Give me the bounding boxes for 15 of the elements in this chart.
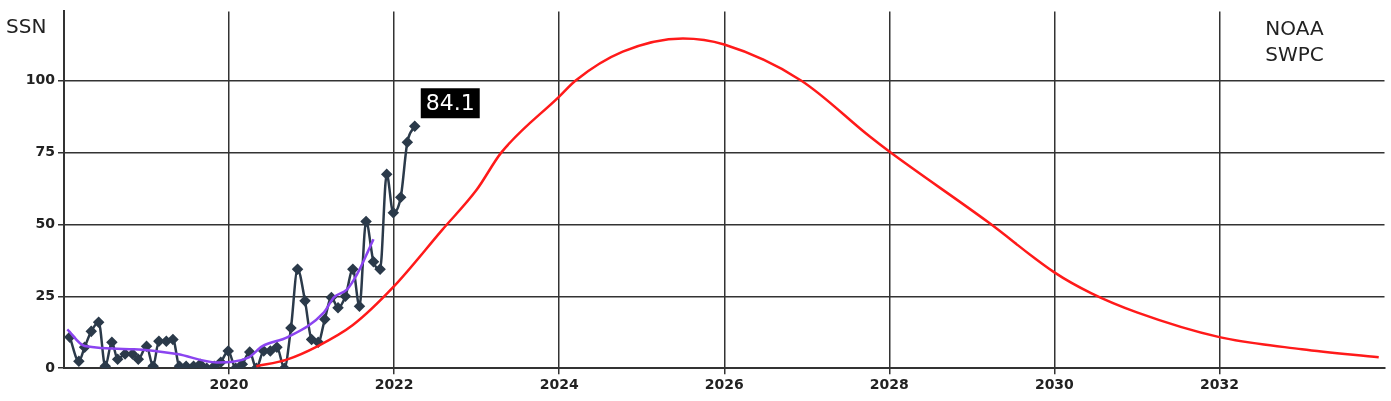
y-axis-title: SSN [6, 13, 47, 38]
x-tick-label: 2026 [704, 376, 744, 393]
y-tick-label: 0 [45, 358, 56, 375]
y-tick-label: 75 [35, 143, 55, 160]
y-tick-label: 100 [25, 71, 56, 88]
y-tick-label: 50 [35, 214, 56, 231]
x-tick-label: 2020 [209, 376, 249, 393]
x-tick-label: 2024 [539, 376, 579, 393]
x-tick-label: 2030 [1034, 376, 1075, 393]
x-tick-label: 2022 [374, 376, 414, 393]
annotation: NOAA SWPC [1265, 15, 1324, 66]
x-tick-label: 2032 [1199, 376, 1239, 393]
x-tick-label: 2028 [869, 376, 909, 393]
y-tick-label: 25 [35, 286, 55, 303]
data-label: 84.1 [425, 89, 475, 115]
